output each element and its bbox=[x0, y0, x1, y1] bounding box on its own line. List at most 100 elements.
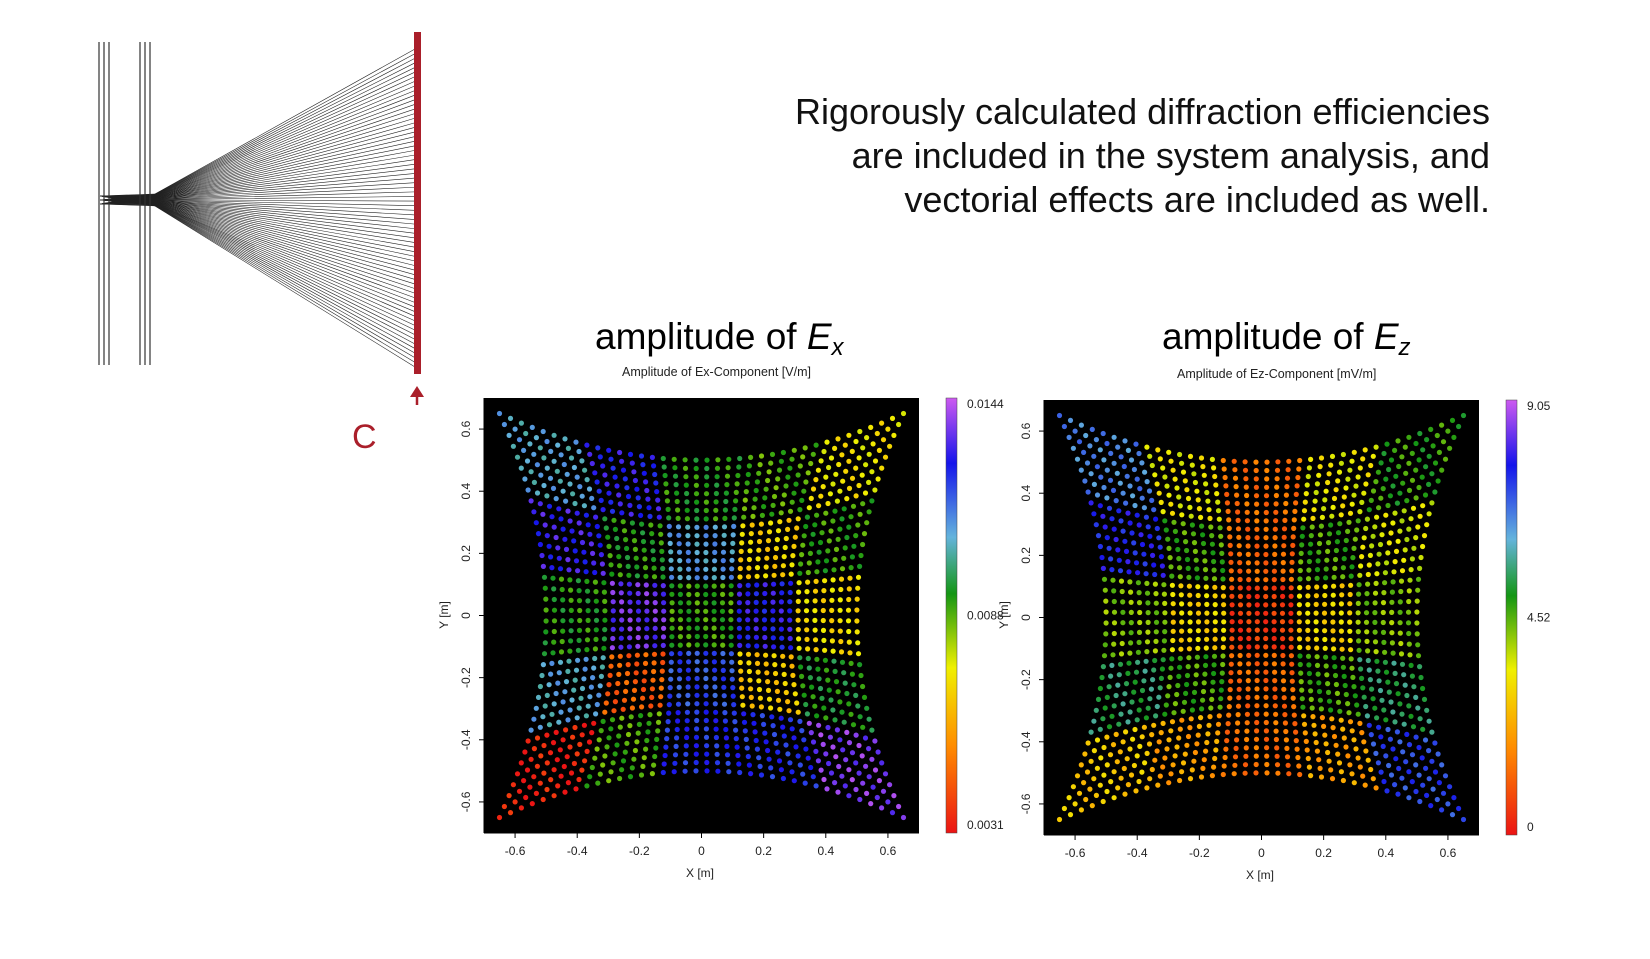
sample-dot bbox=[1297, 576, 1303, 582]
sample-dot bbox=[1091, 453, 1097, 459]
sample-dot bbox=[1340, 565, 1346, 571]
sample-dot bbox=[608, 663, 614, 669]
sample-dot bbox=[1245, 678, 1251, 684]
sample-dot bbox=[711, 642, 717, 648]
sample-dot bbox=[1152, 581, 1158, 587]
sample-dot bbox=[736, 464, 742, 470]
sample-dot bbox=[1160, 572, 1166, 578]
sample-dot bbox=[614, 483, 620, 489]
sample-dot bbox=[1383, 669, 1390, 675]
sample-dot bbox=[1397, 739, 1403, 745]
sample-dot bbox=[563, 727, 569, 733]
sample-dot bbox=[1211, 670, 1217, 677]
sample-dot bbox=[1209, 688, 1215, 694]
sample-dot bbox=[1305, 593, 1311, 599]
sample-dot bbox=[555, 680, 561, 686]
sample-dot bbox=[820, 484, 826, 490]
sample-dot bbox=[568, 638, 574, 644]
sample-dot bbox=[1442, 773, 1449, 779]
sample-dot bbox=[882, 454, 889, 460]
sample-dot bbox=[581, 503, 587, 509]
sample-dot bbox=[1263, 669, 1269, 675]
sample-dot bbox=[1182, 478, 1188, 484]
sample-dot bbox=[1335, 478, 1341, 484]
sample-dot bbox=[766, 529, 773, 535]
sample-dot bbox=[1243, 745, 1249, 751]
sample-dot bbox=[1231, 458, 1237, 464]
sample-dot bbox=[543, 629, 549, 635]
sample-dot bbox=[568, 618, 574, 624]
sample-dot bbox=[1098, 474, 1104, 480]
ray-line bbox=[154, 90, 416, 196]
sample-dot bbox=[1289, 678, 1295, 684]
sample-dot bbox=[860, 541, 866, 548]
sample-dot bbox=[1176, 556, 1182, 562]
sample-dot bbox=[1094, 464, 1100, 470]
sample-dot bbox=[1355, 629, 1361, 635]
sample-dot bbox=[685, 541, 691, 547]
sample-dot bbox=[822, 578, 828, 584]
sample-dot bbox=[847, 650, 853, 656]
sample-dot bbox=[1345, 476, 1351, 482]
sample-dot bbox=[694, 726, 700, 732]
sample-dot bbox=[668, 566, 674, 572]
sample-dot bbox=[620, 758, 627, 764]
sample-dot bbox=[1162, 518, 1168, 524]
sample-dot bbox=[1322, 636, 1328, 643]
sample-dot bbox=[1408, 567, 1414, 573]
sample-dot bbox=[875, 749, 881, 755]
sample-dot bbox=[677, 625, 684, 631]
sample-dot bbox=[1210, 679, 1216, 685]
sample-dot bbox=[1274, 753, 1280, 759]
sample-dot bbox=[1403, 470, 1409, 476]
sample-dot bbox=[551, 432, 557, 438]
sample-dot bbox=[1102, 587, 1108, 593]
sample-dot bbox=[846, 485, 853, 491]
sample-dot bbox=[535, 694, 542, 700]
sample-dot bbox=[1372, 524, 1378, 530]
ray-line bbox=[154, 168, 416, 199]
sample-dot bbox=[855, 574, 862, 580]
sample-dot bbox=[1110, 652, 1116, 658]
sample-dot bbox=[1301, 508, 1308, 514]
ray-line bbox=[154, 85, 416, 196]
sample-dot bbox=[739, 694, 745, 700]
sample-dot bbox=[1177, 726, 1183, 732]
sample-dot bbox=[660, 574, 666, 580]
sample-dot bbox=[722, 507, 728, 513]
sample-dot bbox=[1181, 699, 1188, 705]
sample-dot bbox=[1322, 584, 1328, 590]
sample-dot bbox=[669, 642, 675, 648]
sample-dot bbox=[677, 634, 683, 640]
sample-dot bbox=[1339, 592, 1345, 598]
sample-dot bbox=[635, 730, 641, 736]
sample-dot bbox=[1387, 736, 1393, 742]
sample-dot bbox=[720, 583, 726, 589]
sample-dot bbox=[1306, 567, 1312, 573]
sample-dot bbox=[540, 662, 546, 668]
ray-line bbox=[154, 108, 416, 197]
sample-dot bbox=[1263, 736, 1270, 742]
sample-dot bbox=[1363, 525, 1369, 532]
sample-dot bbox=[1280, 644, 1286, 650]
sample-dot bbox=[1109, 713, 1115, 719]
sample-dot bbox=[847, 575, 853, 581]
sample-dot bbox=[834, 727, 840, 733]
sample-dot bbox=[1145, 705, 1151, 711]
sample-dot bbox=[1306, 670, 1312, 677]
sample-dot bbox=[1264, 770, 1270, 776]
sample-dot bbox=[1236, 678, 1243, 684]
sample-dot bbox=[1254, 669, 1260, 675]
sample-dot bbox=[666, 710, 672, 716]
sample-dot bbox=[756, 755, 762, 761]
sample-dot bbox=[815, 467, 821, 473]
sample-dot bbox=[1317, 697, 1323, 703]
sample-dot bbox=[577, 484, 583, 490]
sample-dot bbox=[703, 617, 709, 623]
sample-dot bbox=[840, 747, 846, 753]
sample-dot bbox=[1358, 666, 1364, 672]
sample-dot bbox=[652, 471, 658, 478]
sample-dot bbox=[832, 445, 838, 451]
sample-dot bbox=[1124, 756, 1130, 762]
ray-line bbox=[154, 199, 416, 216]
